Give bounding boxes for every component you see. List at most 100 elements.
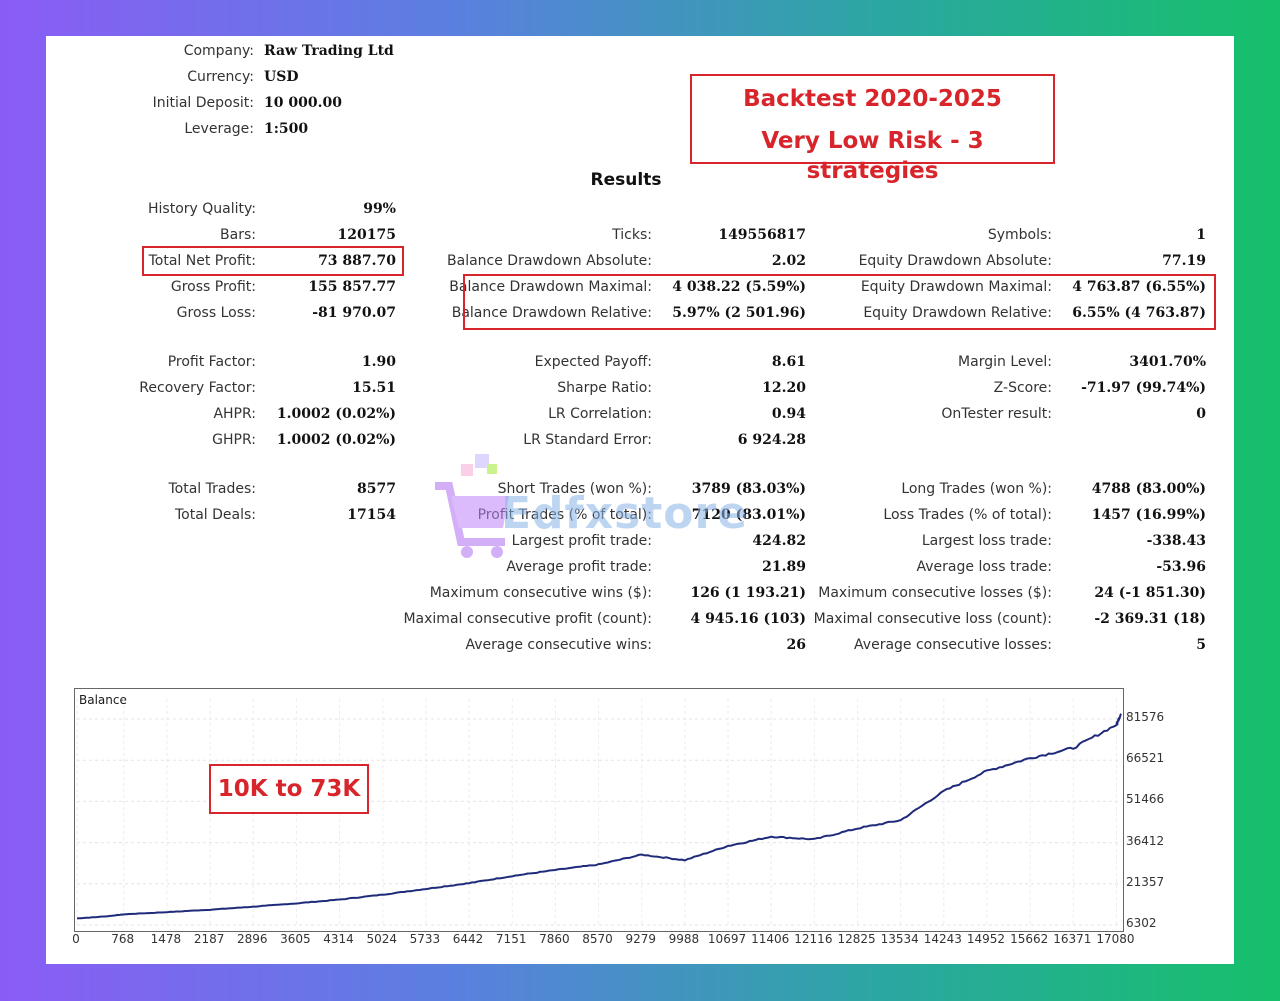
cart-logo-icon <box>435 454 509 558</box>
leverage-label: Leverage: <box>184 121 254 137</box>
stat-value: -81 970.07 <box>312 305 396 321</box>
stat-label: Maximal consecutive profit (count): <box>403 611 652 627</box>
stat-value: 155 857.77 <box>308 279 396 295</box>
stat-label: Average loss trade: <box>916 559 1052 575</box>
x-tick-label: 0 <box>72 932 80 946</box>
stat-label: Bars: <box>220 227 256 243</box>
x-tick-label: 9279 <box>625 932 656 946</box>
stat-value: 4788 (83.00%) <box>1091 481 1206 497</box>
stat-label: Largest loss trade: <box>921 533 1052 549</box>
stat-value: 7120 (83.01%) <box>691 507 806 523</box>
x-tick-label: 15662 <box>1010 932 1049 946</box>
stat-label: Total Deals: <box>174 507 256 523</box>
net-profit-highlight <box>142 246 404 276</box>
company-value: Raw Trading Ltd <box>264 43 394 59</box>
x-tick-label: 3605 <box>280 932 311 946</box>
stat-value: 1 <box>1196 227 1206 243</box>
x-tick-label: 8570 <box>582 932 613 946</box>
stat-label: Expected Payoff: <box>534 354 652 370</box>
stat-value: 6.55% (4 763.87) <box>1072 305 1206 321</box>
stat-value: 1457 (16.99%) <box>1091 507 1206 523</box>
x-tick-label: 2896 <box>236 932 268 946</box>
x-tick-label: 5024 <box>366 932 398 946</box>
deposit-label: Initial Deposit: <box>152 95 254 111</box>
watermark-text: Edfxstore <box>501 488 749 539</box>
stat-value: 21.89 <box>762 559 806 575</box>
x-tick-label: 12116 <box>794 932 833 946</box>
stat-label: GHPR: <box>212 432 256 448</box>
stat-value: 4 945.16 (103) <box>690 611 806 627</box>
drawdown-highlight <box>463 274 1216 330</box>
stat-label: Average profit trade: <box>506 559 652 575</box>
stat-value: 77.19 <box>1162 253 1206 269</box>
x-tick-label: 11406 <box>751 932 790 946</box>
y-tick-label: 21357 <box>1126 874 1165 889</box>
stat-label: Total Trades: <box>168 481 257 497</box>
leverage-value: 1:500 <box>264 121 309 137</box>
stat-value: 1.0002 (0.02%) <box>276 432 396 448</box>
stat-value: 6 924.28 <box>737 432 806 448</box>
y-tick-label: 51466 <box>1126 792 1165 807</box>
stat-value: 17154 <box>347 507 396 523</box>
stat-label: Equity Drawdown Maximal: <box>860 279 1052 295</box>
stat-value: -338.43 <box>1146 533 1206 549</box>
report-panel: Company: Raw Trading Ltd Currency: USD I… <box>46 36 1234 964</box>
stat-label: Z-Score: <box>993 380 1052 396</box>
chart-title: Balance <box>79 693 127 707</box>
x-tick-label: 9988 <box>668 932 700 946</box>
x-tick-label: 10697 <box>707 932 747 946</box>
y-tick-label: 36412 <box>1126 833 1165 848</box>
stat-label: OnTester result: <box>941 406 1052 422</box>
stat-value: -71.97 (99.74%) <box>1081 380 1206 396</box>
stat-label: Profit Factor: <box>167 354 256 370</box>
stat-value: 5 <box>1196 637 1206 653</box>
banner-line1: Backtest 2020-2025 <box>743 86 1002 112</box>
backtest-banner: Backtest 2020-2025 Very Low Risk - 3 str… <box>690 74 1055 184</box>
company-label: Company: <box>183 43 254 59</box>
stat-label: LR Standard Error: <box>523 432 652 448</box>
stat-value: 8577 <box>357 481 396 497</box>
stat-label: AHPR: <box>213 406 256 422</box>
stat-label: History Quality: <box>148 201 256 217</box>
stat-label: Profit Trades (% of total): <box>477 507 652 523</box>
balance-series-line <box>76 713 1122 920</box>
y-tick-label: 6302 <box>1126 916 1157 930</box>
stat-label: Maximum consecutive wins ($): <box>429 585 652 601</box>
stat-label: Sharpe Ratio: <box>557 380 652 396</box>
x-tick-label: 5733 <box>409 932 441 946</box>
stat-label: LR Correlation: <box>548 406 652 422</box>
x-tick-label: 14952 <box>966 932 1006 946</box>
stat-value: 126 (1 193.21) <box>690 585 806 601</box>
stat-label: Gross Profit: <box>170 279 256 295</box>
stat-value: 0 <box>1196 406 1206 422</box>
x-tick-label: 14243 <box>923 932 962 946</box>
stat-label: Recovery Factor: <box>139 380 256 396</box>
stat-value: 73 887.70 <box>318 253 396 269</box>
x-tick-label: 17080 <box>1096 932 1135 946</box>
stat-value: -53.96 <box>1156 559 1206 575</box>
stat-label: Balance Drawdown Relative: <box>451 305 652 321</box>
x-tick-label: 4314 <box>323 932 354 946</box>
stat-label: Total Net Profit: <box>148 253 256 269</box>
stat-value: 424.82 <box>752 533 806 549</box>
stat-value: 149556817 <box>718 227 806 243</box>
stat-value: 3789 (83.03%) <box>691 481 806 497</box>
stat-label: Maximal consecutive loss (count): <box>813 611 1052 627</box>
deposit-value: 10 000.00 <box>264 95 342 111</box>
currency-value: USD <box>264 69 299 85</box>
stat-value: 1.0002 (0.02%) <box>276 406 396 422</box>
balance-chart-plot <box>76 699 1122 926</box>
stat-value: 120175 <box>337 227 396 243</box>
stat-label: Symbols: <box>987 227 1052 243</box>
stat-value: 5.97% (2 501.96) <box>672 305 806 321</box>
x-tick-label: 1478 <box>150 932 182 946</box>
stat-label: Balance Drawdown Absolute: <box>447 253 652 269</box>
stat-label: Ticks: <box>612 227 652 243</box>
x-tick-label: 7860 <box>539 932 570 946</box>
stat-value: -2 369.31 (18) <box>1094 611 1206 627</box>
stat-label: Margin Level: <box>958 354 1052 370</box>
stat-value: 99% <box>363 201 396 217</box>
x-tick-label: 7151 <box>495 932 527 946</box>
stat-value: 0.94 <box>771 406 806 422</box>
stat-value: 4 763.87 (6.55%) <box>1072 279 1206 295</box>
